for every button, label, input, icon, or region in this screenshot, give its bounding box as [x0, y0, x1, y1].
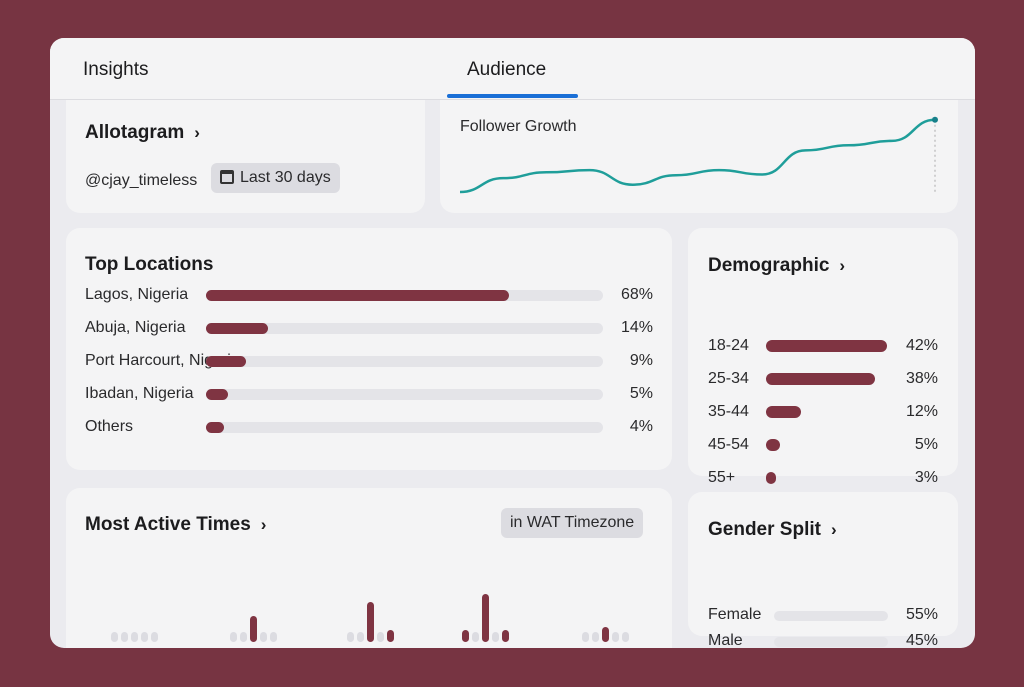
- gender-bar-track: [774, 611, 888, 621]
- gender-percent: 45%: [905, 632, 938, 648]
- date-range-button[interactable]: Last 30 days: [211, 163, 340, 193]
- gender-split-card: Gender Split › Female 55% Male 45%: [688, 492, 958, 648]
- location-label: Abuja, Nigeria: [85, 319, 186, 336]
- location-label: Others: [85, 418, 134, 435]
- age-bar-fill: [766, 439, 781, 451]
- follower-growth-title: Follower Growth: [460, 118, 577, 135]
- age-bar-fill: [766, 472, 776, 484]
- age-label: 25-34: [708, 370, 749, 387]
- activity-bar: [502, 630, 509, 642]
- active-times-title: Most Active Times: [85, 514, 251, 535]
- activity-bar: [602, 627, 609, 642]
- age-percent: 3%: [914, 469, 938, 486]
- location-bar-fill: [206, 356, 247, 367]
- location-label: Port Harcourt, Nigeria: [85, 352, 240, 369]
- activity-bar: [240, 632, 247, 642]
- chevron-right-icon: ›: [830, 520, 837, 539]
- location-percent: 5%: [629, 385, 653, 402]
- age-percent: 38%: [905, 370, 938, 387]
- chevron-right-icon: ›: [260, 515, 267, 534]
- location-label: Ibadan, Nigeria: [85, 385, 194, 402]
- date-range-label: Last 30 days: [240, 169, 331, 186]
- activity-bar: [230, 632, 237, 642]
- activity-bar: [131, 632, 138, 642]
- activity-bar: [472, 632, 479, 642]
- location-percent: 14%: [620, 319, 653, 336]
- activity-bar: [612, 632, 619, 642]
- location-bar-track: [206, 323, 603, 334]
- gender-label: Female: [708, 606, 762, 623]
- age-percent: 5%: [914, 436, 938, 453]
- activity-bar: [141, 632, 148, 642]
- location-bar-fill: [206, 389, 229, 400]
- calendar-icon: [220, 170, 234, 184]
- gender-label: Male: [708, 632, 743, 648]
- activity-bar: [121, 632, 128, 642]
- activity-bar: [357, 632, 364, 642]
- demographic-card: Demographic › 18-24 42% 25-34 38% 35-44 12% 45-…: [688, 228, 958, 486]
- age-label: 18-24: [708, 337, 749, 354]
- activity-bar: [270, 632, 277, 642]
- activity-bar: [111, 632, 118, 642]
- location-bar-fill: [206, 323, 269, 334]
- active-times-card: Most Active Times› in WAT Timezone 7:00-…: [66, 488, 672, 648]
- age-bar-fill: [766, 340, 887, 352]
- tab-audience[interactable]: Audience: [467, 59, 547, 80]
- activity-bar: [482, 594, 489, 642]
- location-bar-fill: [206, 290, 510, 301]
- gender-split-link[interactable]: Gender Split ›: [708, 519, 837, 541]
- demographic-link[interactable]: Demographic ›: [708, 255, 845, 277]
- activity-bar: [250, 616, 257, 642]
- account-title-link[interactable]: Allotagram ›: [85, 122, 200, 144]
- timezone-badge: in WAT Timezone: [501, 508, 644, 538]
- activity-bar: [367, 602, 374, 642]
- chevron-right-icon: ›: [839, 256, 846, 275]
- activity-bar: [260, 632, 267, 642]
- gender-percent: 55%: [905, 606, 938, 623]
- age-percent: 12%: [905, 403, 938, 420]
- age-percent: 42%: [905, 337, 938, 354]
- activity-bar: [347, 632, 354, 642]
- gender-split-title: Gender Split: [708, 519, 821, 540]
- account-title: Allotagram: [85, 122, 185, 143]
- account-handle: @cjay_timeless: [85, 172, 198, 189]
- app-window: Insights Audience Allotagram › @cjay_time…: [50, 38, 975, 648]
- location-bar-track: [206, 389, 603, 400]
- top-locations-title: Top Locations: [85, 254, 214, 275]
- top-locations-card: Top Locations Lagos, Nigeria 68% Abuja, Ni…: [66, 228, 672, 470]
- age-bar-fill: [766, 373, 876, 385]
- chevron-right-icon: ›: [194, 123, 200, 142]
- tab-bar: Insights Audience: [50, 38, 975, 100]
- follower-growth-card: Follower Growth: [440, 100, 958, 213]
- tab-insights[interactable]: Insights: [83, 59, 149, 80]
- activity-bar: [622, 632, 629, 642]
- activity-bar: [492, 632, 499, 642]
- location-label: Lagos, Nigeria: [85, 286, 189, 303]
- gender-bar-track: [774, 637, 888, 647]
- activity-bar: [592, 632, 599, 642]
- active-tab-indicator: [447, 94, 578, 98]
- activity-bar: [387, 630, 394, 642]
- age-bar-fill: [766, 406, 801, 418]
- activity-bar: [151, 632, 158, 642]
- age-label: 35-44: [708, 403, 749, 420]
- location-percent: 68%: [620, 286, 653, 303]
- location-bar-fill: [206, 422, 224, 433]
- age-label: 45-54: [708, 436, 749, 453]
- activity-bar: [582, 632, 589, 642]
- activity-bar: [462, 630, 469, 642]
- account-card: Allotagram › @cjay_timeless Last 30 days: [66, 100, 425, 213]
- location-bar-track: [206, 422, 603, 433]
- active-times-link[interactable]: Most Active Times ›: [85, 514, 266, 536]
- location-percent: 4%: [629, 418, 653, 435]
- growth-line: [459, 118, 936, 194]
- location-percent: 9%: [629, 352, 653, 369]
- demographic-title: Demographic: [708, 255, 830, 276]
- follower-growth-chart: [459, 116, 938, 194]
- location-bar-track: [206, 356, 603, 367]
- age-label: 55+: [708, 469, 736, 486]
- activity-bar: [377, 632, 384, 642]
- latest-point[interactable]: [932, 116, 938, 123]
